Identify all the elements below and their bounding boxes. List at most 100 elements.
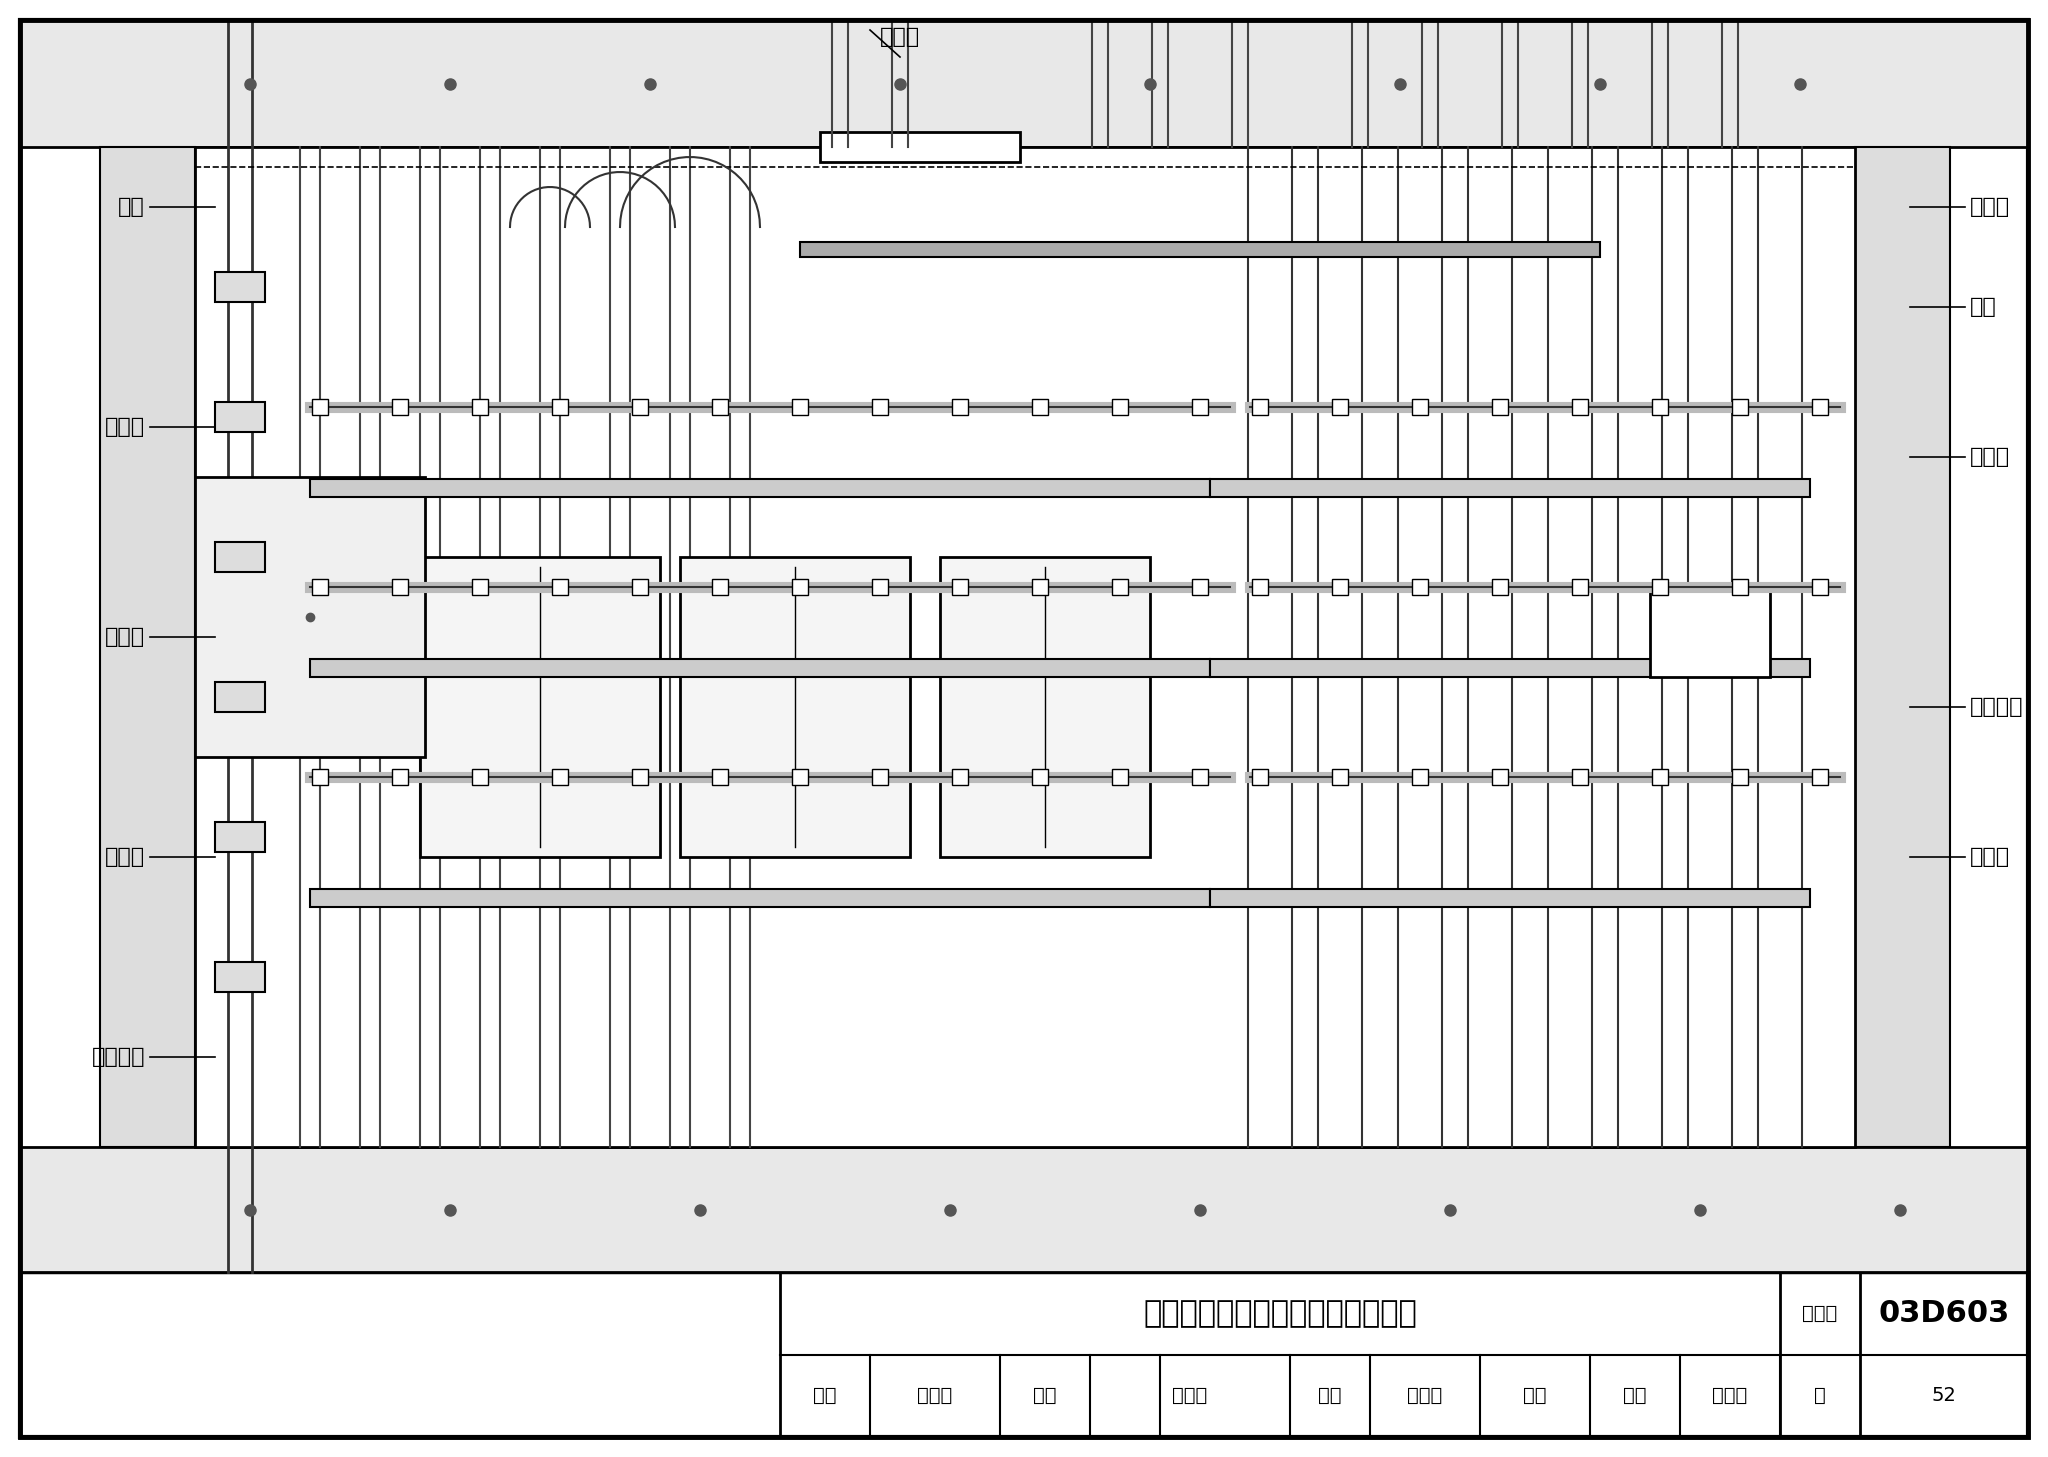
Text: 配电箱: 配电箱 [104, 417, 145, 437]
Bar [1210, 479, 1810, 497]
Bar [872, 399, 889, 415]
Text: 校对: 校对 [1319, 1386, 1341, 1405]
Text: 电气竖井内钢管与配电箱布置安装: 电气竖井内钢管与配电箱布置安装 [1143, 1298, 1417, 1327]
Bar [940, 557, 1151, 857]
Text: 绘图: 绘图 [1034, 1386, 1057, 1405]
Bar [680, 557, 909, 857]
Bar [713, 769, 727, 785]
Bar [553, 578, 567, 594]
Bar [1210, 659, 1810, 678]
Bar [1411, 578, 1427, 594]
Text: 钢管: 钢管 [1970, 297, 1997, 318]
Bar [793, 399, 809, 415]
Bar [1112, 769, 1128, 785]
Bar [952, 399, 969, 415]
Bar [553, 769, 567, 785]
Bar [633, 578, 647, 594]
Text: 钢管: 钢管 [119, 197, 145, 217]
Bar [819, 133, 1020, 162]
Bar [100, 147, 195, 1147]
Text: 03D603: 03D603 [1878, 1298, 2009, 1327]
Bar [391, 578, 408, 594]
Bar [801, 242, 1599, 256]
Bar [20, 1272, 2028, 1437]
Bar [1812, 769, 1829, 785]
Text: 朱甫泉: 朱甫泉 [918, 1386, 952, 1405]
Text: 接线箱: 接线箱 [1970, 847, 2011, 867]
Bar [215, 962, 264, 992]
Bar [311, 578, 328, 594]
Bar [553, 399, 567, 415]
Bar [471, 578, 487, 594]
Bar [1733, 399, 1749, 415]
Bar [1411, 769, 1427, 785]
Bar [471, 769, 487, 785]
Text: 页: 页 [1815, 1386, 1827, 1405]
Bar [1411, 399, 1427, 415]
Bar [952, 578, 969, 594]
Bar [215, 542, 264, 573]
Bar [1112, 399, 1128, 415]
Bar [1573, 578, 1587, 594]
Bar [793, 769, 809, 785]
Bar [1032, 769, 1049, 785]
Text: 审核: 审核 [813, 1386, 838, 1405]
Bar [1812, 578, 1829, 594]
Bar [311, 769, 328, 785]
Bar [1573, 769, 1587, 785]
Text: 图集号: 图集号 [1802, 1304, 1837, 1323]
Bar [311, 399, 328, 415]
Bar [872, 769, 889, 785]
Bar [633, 399, 647, 415]
Bar [391, 769, 408, 785]
Text: 张弦: 张弦 [1524, 1386, 1546, 1405]
Bar [420, 557, 659, 857]
Bar [1733, 578, 1749, 594]
Bar [1651, 587, 1769, 678]
Bar [309, 659, 1210, 678]
Bar [309, 889, 1210, 908]
Bar [872, 578, 889, 594]
Bar [1653, 399, 1667, 415]
Bar [195, 147, 1855, 1147]
Bar [1210, 889, 1810, 908]
Text: 汪百贵: 汪百贵 [1171, 1386, 1208, 1405]
Bar [1192, 399, 1208, 415]
Text: 52: 52 [1931, 1386, 1956, 1405]
Bar [1112, 578, 1128, 594]
Bar [1493, 769, 1507, 785]
Bar [391, 399, 408, 415]
Text: 朱永强: 朱永强 [1712, 1386, 1747, 1405]
Bar [793, 578, 809, 594]
Bar [633, 769, 647, 785]
Text: 双板管卡: 双板管卡 [92, 1048, 145, 1067]
Bar [713, 399, 727, 415]
Text: 接线箱: 接线箱 [881, 28, 920, 47]
Bar [215, 682, 264, 712]
Bar [1653, 578, 1667, 594]
Bar [1251, 399, 1268, 415]
Text: 双板管卡: 双板管卡 [1970, 696, 2023, 717]
Bar [215, 272, 264, 302]
Bar [1733, 769, 1749, 785]
Bar [1331, 399, 1348, 415]
Bar [1251, 578, 1268, 594]
Bar [20, 20, 2028, 147]
Bar [952, 769, 969, 785]
Bar [1192, 578, 1208, 594]
Text: 接地线: 接地线 [1970, 197, 2011, 217]
Bar [471, 399, 487, 415]
Bar [713, 578, 727, 594]
Bar [1573, 399, 1587, 415]
Text: 端子箱: 端子箱 [104, 627, 145, 647]
Bar [1331, 769, 1348, 785]
Bar [309, 479, 1210, 497]
Text: 张　锐: 张 锐 [1407, 1386, 1442, 1405]
Bar [1812, 399, 1829, 415]
Bar [1192, 769, 1208, 785]
Text: 设计: 设计 [1624, 1386, 1647, 1405]
Bar [1251, 769, 1268, 785]
Bar [20, 1147, 2028, 1272]
Bar [1653, 769, 1667, 785]
Bar [195, 476, 426, 758]
